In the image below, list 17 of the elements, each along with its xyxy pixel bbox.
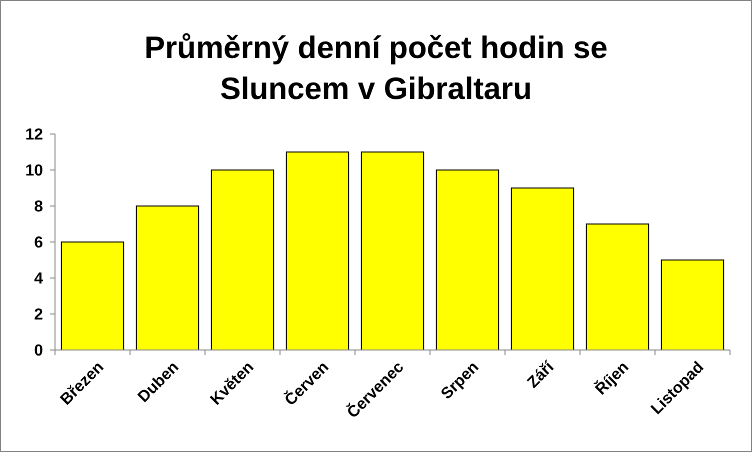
bar — [360, 152, 424, 350]
bar — [660, 260, 724, 350]
bar — [210, 170, 274, 350]
bar — [510, 188, 574, 350]
y-tick-label: 10 — [25, 162, 44, 180]
y-tick-label: 6 — [34, 234, 44, 252]
y-tick-label: 12 — [25, 126, 44, 144]
bar — [436, 170, 500, 350]
bar — [286, 152, 350, 350]
y-tick-label: 2 — [34, 306, 44, 324]
bar — [586, 224, 650, 350]
y-tick-label: 8 — [34, 198, 44, 216]
y-tick-label: 4 — [34, 270, 44, 288]
y-tick-label: 0 — [34, 342, 44, 360]
chart-title: Průměrný denní počet hodin se Sluncem v Gibraltaru — [144, 30, 608, 106]
bar — [60, 242, 124, 350]
bar — [136, 206, 200, 350]
